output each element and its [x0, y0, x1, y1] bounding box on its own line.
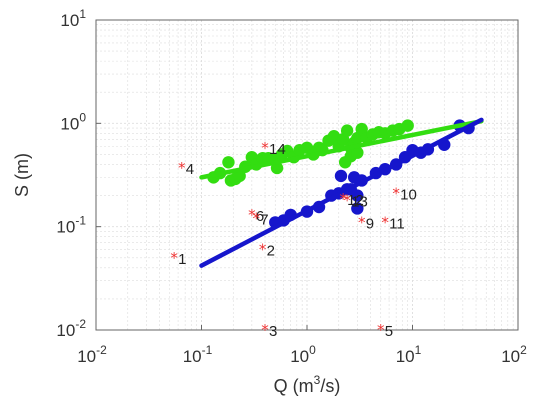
point-label-3: 3: [269, 323, 277, 340]
point-label-10: 10: [400, 186, 417, 203]
data-point: [351, 202, 364, 215]
fit-line-0: [199, 118, 484, 180]
data-point: [355, 122, 368, 136]
y-tick-label: 10-2: [56, 317, 86, 340]
y-tick-label: 100: [60, 110, 86, 133]
star-marker: *: [343, 191, 351, 209]
data-point: [233, 169, 246, 183]
data-point: [351, 189, 364, 202]
data-point: [340, 124, 354, 137]
y-tick-label: 101: [60, 7, 86, 30]
star-marker: *: [248, 206, 256, 224]
star-marker: *: [261, 139, 269, 157]
star-marker: *: [358, 213, 366, 231]
y-axis-label: S (m): [12, 153, 32, 197]
x-tick-label: 10-1: [183, 343, 213, 366]
point-label-4: 4: [186, 161, 194, 178]
data-point: [222, 156, 235, 169]
point-label-12: 12: [347, 192, 364, 209]
point-label-11: 11: [389, 215, 405, 232]
x-tick-label: 101: [396, 343, 422, 366]
data-marks: [199, 117, 484, 268]
star-marker: *: [261, 321, 269, 339]
labeled-points: * 1* 2* 3* 4* 5* 6* 7 * 9* 10* 11* 12* 13* 14: [170, 139, 416, 340]
star-marker: *: [170, 249, 178, 267]
data-point: [351, 146, 364, 159]
point-label-1: 1: [178, 251, 186, 268]
star-marker: *: [259, 241, 267, 259]
point-label-14: 14: [269, 141, 286, 158]
star-marker: *: [252, 209, 260, 227]
data-point: [334, 169, 348, 183]
point-label-5: 5: [385, 323, 393, 340]
star-marker: *: [178, 159, 186, 177]
grid: [95, 20, 518, 331]
point-label-13: 13: [351, 193, 368, 210]
data-point: [401, 119, 414, 132]
star-marker: *: [392, 184, 400, 202]
star-marker: *: [339, 190, 347, 208]
point-label-2: 2: [267, 243, 275, 260]
series-0: [207, 119, 414, 187]
star-marker: *: [377, 321, 385, 339]
plot-area: [95, 19, 519, 331]
fit-line-1: [199, 117, 484, 268]
y-tick-label: 10-1: [56, 214, 86, 237]
star-marker: *: [381, 213, 389, 231]
point-label-9: 9: [366, 215, 374, 232]
point-label-6: 6: [256, 208, 264, 225]
x-tick-label: 10-2: [77, 343, 107, 366]
x-axis-label: Q (m3/s): [274, 373, 341, 396]
x-tick-label: 100: [290, 343, 316, 366]
point-label-7: 7: [260, 211, 268, 228]
x-tick-label: 102: [501, 343, 527, 366]
